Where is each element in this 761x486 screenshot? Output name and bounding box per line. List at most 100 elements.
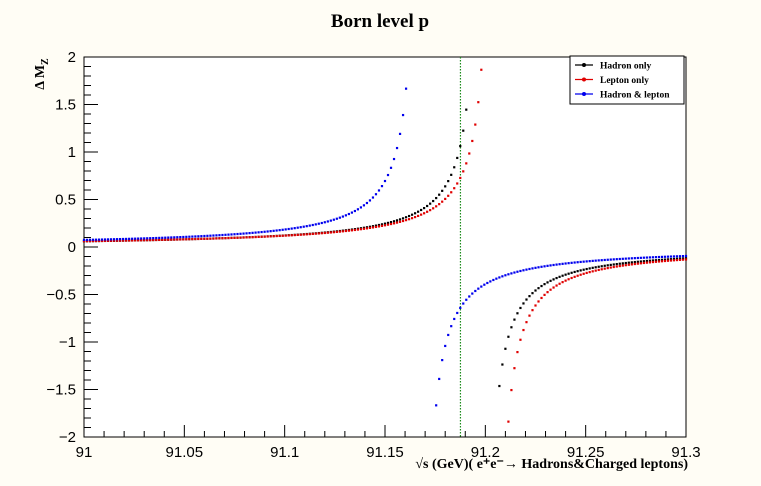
data-point (299, 233, 302, 236)
data-point (429, 202, 432, 205)
data-point (197, 235, 200, 238)
data-point (332, 218, 335, 221)
data-point (88, 238, 92, 241)
data-point (432, 207, 435, 210)
data-point (158, 238, 161, 241)
data-point (299, 226, 302, 229)
data-point (453, 317, 456, 321)
data-point (513, 367, 516, 370)
data-point (233, 236, 236, 239)
data-point (630, 261, 633, 264)
data-point (630, 257, 633, 260)
data-point (657, 258, 661, 262)
data-point (558, 263, 561, 266)
legend: Hadron only Lepton only Hadron & lepton (569, 55, 685, 105)
data-point (82, 238, 86, 242)
data-point (109, 238, 113, 241)
data-point (365, 227, 369, 230)
data-point (453, 166, 456, 169)
data-point (414, 215, 417, 219)
data-point (642, 256, 645, 259)
data-point (236, 236, 239, 239)
data-point (597, 259, 600, 262)
data-point (149, 237, 152, 240)
data-point (684, 258, 688, 261)
data-point (570, 271, 573, 274)
data-point (140, 237, 143, 240)
data-point (444, 197, 447, 201)
data-point (359, 206, 363, 209)
data-point (191, 235, 194, 238)
data-point (272, 235, 275, 238)
data-point (525, 268, 528, 271)
data-point (648, 256, 651, 259)
data-point (146, 237, 149, 240)
data-point (504, 274, 507, 277)
data-point (185, 235, 188, 238)
data-point (149, 238, 152, 242)
data-point (450, 325, 453, 328)
data-point (218, 234, 221, 237)
data-point (639, 262, 642, 265)
data-point (540, 284, 543, 288)
data-point (407, 218, 411, 221)
data-point (167, 238, 170, 241)
data-point (555, 276, 558, 280)
data-point (191, 238, 194, 241)
data-point (531, 292, 534, 295)
data-point (368, 226, 372, 230)
data-point (125, 239, 128, 242)
data-point (131, 237, 134, 240)
data-point (627, 263, 630, 266)
data-point (269, 230, 272, 233)
data-point (609, 263, 612, 266)
data-point (504, 347, 507, 350)
data-point (651, 256, 654, 259)
data-point (182, 235, 185, 239)
data-point (435, 404, 438, 407)
data-point (576, 274, 579, 277)
data-point (374, 224, 378, 227)
data-point (555, 284, 558, 287)
data-point (317, 232, 320, 235)
data-point (302, 225, 305, 228)
data-point (335, 230, 338, 234)
data-point (341, 230, 344, 233)
data-point (359, 228, 363, 231)
y-axis-label-main: Δ M (33, 65, 48, 90)
data-point (441, 200, 444, 203)
data-point (561, 281, 564, 284)
data-point (573, 261, 576, 264)
data-point (477, 101, 480, 104)
data-point (636, 256, 639, 260)
data-point (639, 260, 642, 263)
data-point (576, 261, 579, 264)
data-point (417, 214, 420, 218)
data-point (155, 238, 158, 242)
data-point (642, 260, 645, 263)
data-point (119, 239, 122, 242)
data-point (678, 258, 682, 261)
data-point (374, 225, 378, 229)
x-tick-label: 91.25 (567, 444, 605, 461)
data-point (194, 237, 197, 241)
data-point (570, 276, 573, 280)
data-point (97, 239, 101, 243)
data-point (468, 295, 471, 298)
data-point (642, 261, 645, 265)
data-point (85, 238, 89, 241)
data-point (97, 238, 101, 241)
data-point (308, 224, 311, 227)
data-point (477, 287, 480, 290)
data-point (681, 254, 685, 258)
y-tick-label: −1.5 (46, 382, 76, 399)
data-point (100, 239, 104, 243)
data-point (549, 279, 552, 282)
y-tick-label: 0.5 (55, 192, 76, 209)
data-point (362, 227, 366, 230)
data-point (531, 309, 534, 312)
data-point (522, 328, 525, 332)
data-point (417, 210, 420, 213)
data-point (209, 237, 212, 240)
data-point (404, 87, 408, 90)
